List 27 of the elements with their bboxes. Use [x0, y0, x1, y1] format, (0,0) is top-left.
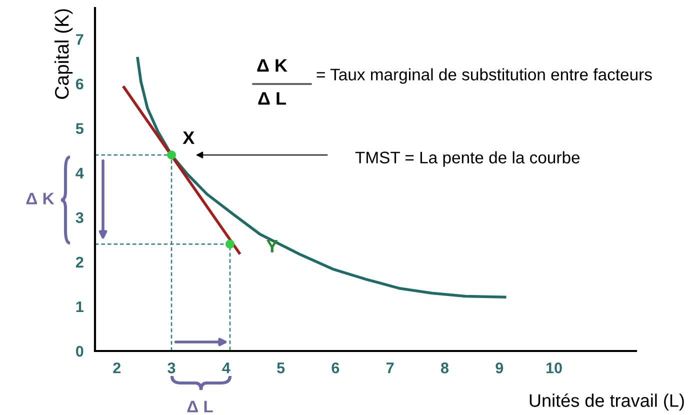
annotation: Δ L [258, 92, 286, 105]
x-tick-label: 8 [440, 362, 449, 374]
x-tick-label: 4 [222, 362, 230, 374]
x-tick-label: 10 [546, 362, 562, 374]
y-tick-label: 7 [76, 34, 84, 45]
x-tick-label: 9 [496, 362, 504, 374]
y-tick-label: 5 [76, 123, 84, 134]
y-tick-label: 4 [76, 168, 84, 178]
annotation: Y [266, 240, 278, 252]
text: Δ L [187, 400, 213, 412]
y-tick-label: 3 [76, 212, 84, 224]
y-tick-label: 1 [76, 301, 84, 312]
x-tick-label: 3 [168, 362, 176, 374]
annotation: Δ K [257, 59, 288, 72]
annotation: = Taux marginal de substitution entre facteurs [316, 68, 652, 84]
x-tick-label: 7 [386, 362, 394, 374]
x-tick-label: 2 [113, 362, 120, 374]
x-tick-label: 6 [332, 362, 340, 374]
annotation: X [182, 131, 194, 144]
annotation: TMST = La pente de la courbe [355, 151, 580, 167]
x-tick-label: 5 [277, 362, 285, 374]
y-tick-label: 2 [76, 256, 84, 268]
y-axis-title: Capital (K) [54, 9, 73, 99]
x-axis-title: Unités de travail (L) [530, 393, 684, 411]
y-tick-label: 6 [76, 78, 84, 90]
text: Δ K [26, 192, 54, 204]
y-tick-label: 0 [76, 346, 84, 357]
